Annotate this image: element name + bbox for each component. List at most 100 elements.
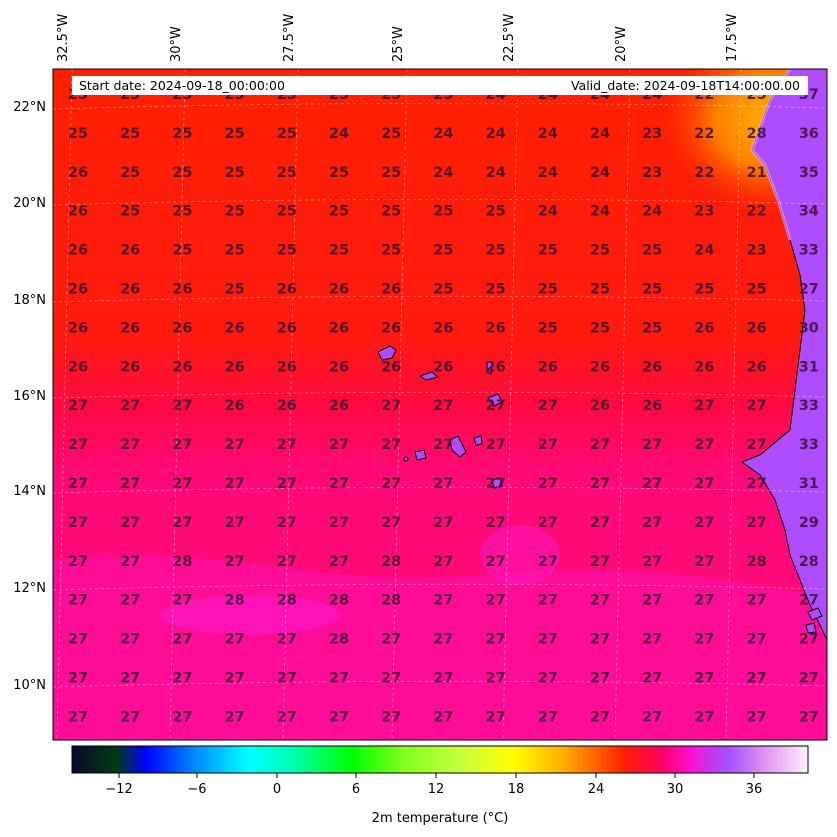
colorbar-tick-label-1: −6 (187, 782, 206, 797)
grid-value: 23 (642, 165, 662, 181)
grid-value: 27 (694, 709, 714, 725)
warm-patch-1 (160, 595, 340, 635)
grid-value: 25 (329, 243, 349, 259)
grid-value: 28 (329, 593, 349, 609)
grid-value: 25 (642, 243, 662, 259)
grid-value: 26 (120, 359, 140, 375)
grid-value: 27 (642, 437, 662, 453)
grid-value: 24 (329, 126, 349, 142)
meridian-0 (56, 69, 73, 740)
lat-label-1: 20°N (13, 196, 46, 211)
grid-value: 27 (120, 632, 140, 648)
grid-value: 27 (642, 593, 662, 609)
grid-value: 26 (68, 204, 88, 220)
grid-value: 27 (68, 593, 88, 609)
grid-value: 27 (68, 632, 88, 648)
grid-value: 25 (381, 204, 401, 220)
grid-value: 26 (277, 398, 297, 414)
grid-value: 27 (433, 476, 453, 492)
grid-value: 26 (68, 282, 88, 298)
grid-value: 26 (433, 359, 453, 375)
grid-value: 25 (486, 243, 506, 259)
parallel-4 (53, 486, 827, 494)
grid-value: 27 (172, 437, 192, 453)
grid-value: 27 (68, 476, 88, 492)
grid-value: 27 (590, 554, 610, 570)
grid-value: 27 (381, 476, 401, 492)
island-sal (486, 361, 493, 375)
grid-value: 27 (433, 593, 453, 609)
grid-value: 26 (694, 320, 714, 336)
grid-value: 27 (172, 593, 192, 609)
warm-patch-2 (480, 525, 560, 585)
grid-value: 27 (172, 671, 192, 687)
grid-value: 25 (433, 204, 453, 220)
grid-value: 27 (120, 593, 140, 609)
grid-value: 25 (694, 282, 714, 298)
parallel-5 (53, 583, 827, 591)
grid-value: 36 (799, 126, 819, 142)
grid-value: 26 (381, 359, 401, 375)
lon-label-5: 20°W (614, 26, 629, 62)
grid-value: 27 (590, 632, 610, 648)
grid-value: 27 (538, 632, 558, 648)
grid-value: 26 (329, 320, 349, 336)
colorbar-tick-label-5: 18 (508, 782, 525, 797)
grid-value: 25 (172, 126, 192, 142)
grid-value: 26 (68, 165, 88, 181)
grid-value: 27 (68, 437, 88, 453)
grid-value: 26 (747, 320, 767, 336)
grid-value: 27 (120, 398, 140, 414)
grid-value: 27 (120, 476, 140, 492)
lat-label-6: 10°N (13, 678, 46, 693)
grid-value: 27 (747, 476, 767, 492)
grid-value: 27 (642, 476, 662, 492)
grid-value: 26 (277, 359, 297, 375)
grid-value: 26 (486, 320, 506, 336)
grid-value: 27 (486, 593, 506, 609)
grid-value: 25 (590, 243, 610, 259)
grid-value: 25 (329, 204, 349, 220)
grid-value: 26 (225, 359, 245, 375)
grid-value: 26 (277, 320, 297, 336)
grid-value: 27 (329, 554, 349, 570)
grid-value: 27 (538, 515, 558, 531)
grid-value: 28 (172, 554, 192, 570)
lon-label-0: 32.5°W (56, 14, 71, 62)
grid-value: 27 (172, 398, 192, 414)
grid-value: 28 (747, 554, 767, 570)
grid-value: 27 (538, 437, 558, 453)
grid-value: 27 (590, 671, 610, 687)
grid-value: 26 (329, 282, 349, 298)
lat-label-5: 12°N (13, 581, 46, 596)
grid-value: 33 (799, 398, 819, 414)
grid-value: 26 (277, 282, 297, 298)
grid-value: 24 (538, 204, 558, 220)
parallel-2 (53, 295, 827, 303)
grid-value: 27 (799, 593, 819, 609)
grid-value: 25 (277, 126, 297, 142)
grid-value: 27 (747, 593, 767, 609)
grid-value: 26 (381, 320, 401, 336)
grid-value: 24 (642, 204, 662, 220)
map-panel: 2525252525252525242424242225372525252525… (53, 69, 827, 740)
grid-value: 22 (694, 165, 714, 181)
grid-value: 25 (329, 165, 349, 181)
longitude-labels: 32.5°W 30°W 27.5°W 25°W 22.5°W 20°W 17.5°W (56, 14, 740, 62)
grid-value: 27 (120, 437, 140, 453)
grid-value: 25 (68, 126, 88, 142)
parallel-0 (53, 102, 827, 110)
colorbar-tick-label-3: 6 (352, 782, 360, 797)
grid-value: 26 (694, 359, 714, 375)
grid-value: 27 (747, 632, 767, 648)
grid-value: 25 (590, 282, 610, 298)
island-santiago (449, 435, 467, 458)
island-sao-nicolau (418, 371, 440, 381)
grid-value: 27 (172, 709, 192, 725)
grid-value: 25 (538, 320, 558, 336)
value-grid: 2525252525252525242424242225372525252525… (68, 87, 819, 725)
grid-value: 27 (329, 476, 349, 492)
grid-value: 27 (172, 515, 192, 531)
grid-value: 25 (172, 243, 192, 259)
grid-value: 25 (538, 243, 558, 259)
